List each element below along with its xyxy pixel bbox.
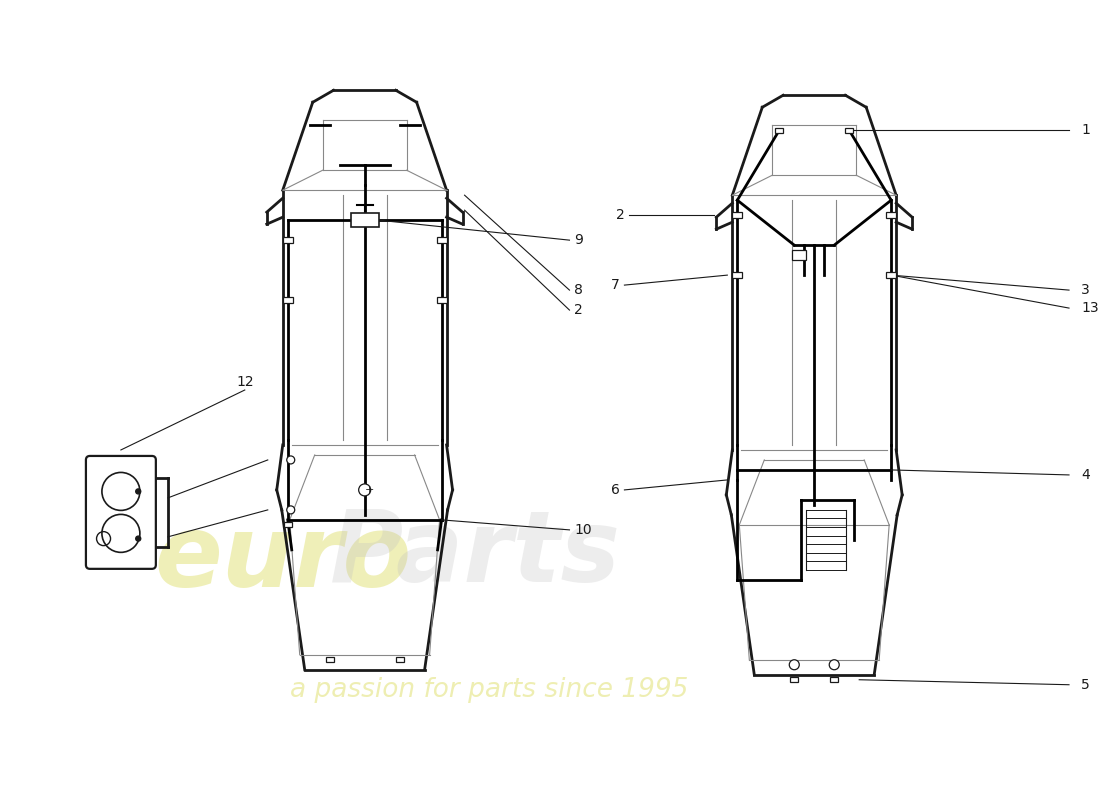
Bar [733, 212, 742, 218]
Text: 12: 12 [236, 375, 254, 389]
Circle shape [287, 506, 295, 514]
Text: +: + [365, 485, 374, 495]
Bar [733, 272, 742, 278]
Text: euro: euro [155, 511, 412, 608]
Bar [283, 297, 293, 303]
Text: 1: 1 [1081, 123, 1090, 138]
Circle shape [829, 660, 839, 670]
Bar [790, 678, 799, 682]
Bar [887, 272, 896, 278]
Text: 2: 2 [574, 303, 583, 317]
Text: 5: 5 [1081, 678, 1090, 692]
Text: Parts: Parts [330, 506, 620, 603]
Text: 4: 4 [1081, 468, 1090, 482]
Bar [283, 237, 293, 243]
Bar [437, 237, 447, 243]
Bar [845, 128, 854, 133]
Text: 13: 13 [1081, 301, 1099, 315]
Bar [396, 658, 404, 662]
Text: 2: 2 [616, 208, 625, 222]
Circle shape [790, 660, 800, 670]
Text: 6: 6 [610, 483, 619, 497]
Text: 7: 7 [610, 278, 619, 292]
FancyBboxPatch shape [86, 456, 156, 569]
Bar [326, 658, 333, 662]
Bar [437, 297, 447, 303]
Bar [284, 522, 292, 527]
Bar [887, 212, 896, 218]
Bar [830, 678, 838, 682]
Bar [351, 213, 378, 227]
Circle shape [287, 456, 295, 464]
Circle shape [359, 484, 371, 496]
Text: 8: 8 [574, 283, 583, 297]
Bar [776, 128, 783, 133]
Circle shape [135, 536, 141, 541]
Text: 10: 10 [574, 523, 592, 537]
Text: a passion for parts since 1995: a passion for parts since 1995 [290, 677, 689, 702]
Text: 9: 9 [574, 233, 583, 247]
Bar [792, 250, 806, 260]
Text: 3: 3 [1081, 283, 1090, 297]
Circle shape [135, 489, 141, 494]
